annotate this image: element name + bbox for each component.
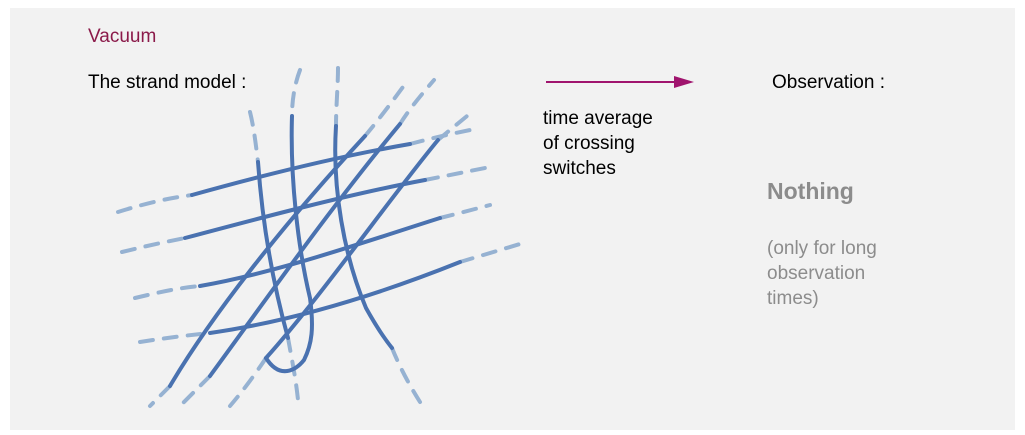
strand-solid-segment	[183, 178, 427, 240]
strand-solid-segment	[168, 134, 367, 388]
strand-solid-segment	[256, 160, 290, 340]
strand-dashed-segment	[408, 126, 482, 146]
diagram-title: Vacuum	[88, 26, 157, 47]
strand-dashed-segment	[290, 68, 302, 118]
strand-dashed-segment	[228, 356, 268, 408]
strand-dashed-segment	[438, 203, 492, 220]
strand-solid-segment	[264, 114, 314, 373]
strand-dashed-segment	[334, 66, 340, 128]
strand-dashed-segment	[458, 242, 522, 264]
strand-solid-segment	[198, 216, 442, 288]
strand-dashed-segment	[138, 331, 212, 344]
strand-model-label: The strand model :	[88, 72, 247, 93]
strand-solid-segment	[264, 138, 440, 360]
strand-dashed-segment	[398, 78, 436, 126]
strand-dashed-segment	[116, 193, 194, 214]
arrow-caption: time average of crossing switches	[543, 108, 653, 179]
strand-dashed-segment	[390, 346, 422, 404]
strand-dashed-segment	[423, 166, 487, 182]
observation-label: Observation :	[772, 72, 885, 93]
strand-dashed-segment	[436, 110, 474, 142]
strand-dashed-segment	[363, 78, 410, 138]
strand-solid-segment	[208, 122, 402, 378]
right-arrow-icon	[546, 76, 694, 88]
strand-dashed-segment	[120, 236, 187, 254]
observation-note: (only for long observation times)	[767, 238, 877, 309]
strand-dashed-segment	[178, 374, 212, 408]
strand-dashed-segment	[133, 284, 202, 300]
strand-solid-segment	[190, 142, 412, 197]
vacuum-figure: Vacuum The strand model : time average o…	[10, 8, 1015, 430]
observation-result: Nothing	[767, 178, 854, 204]
strand-dashed-segment	[148, 384, 172, 408]
strand-dashed-segment	[248, 110, 260, 164]
strand-tangle-diagram	[116, 66, 522, 408]
